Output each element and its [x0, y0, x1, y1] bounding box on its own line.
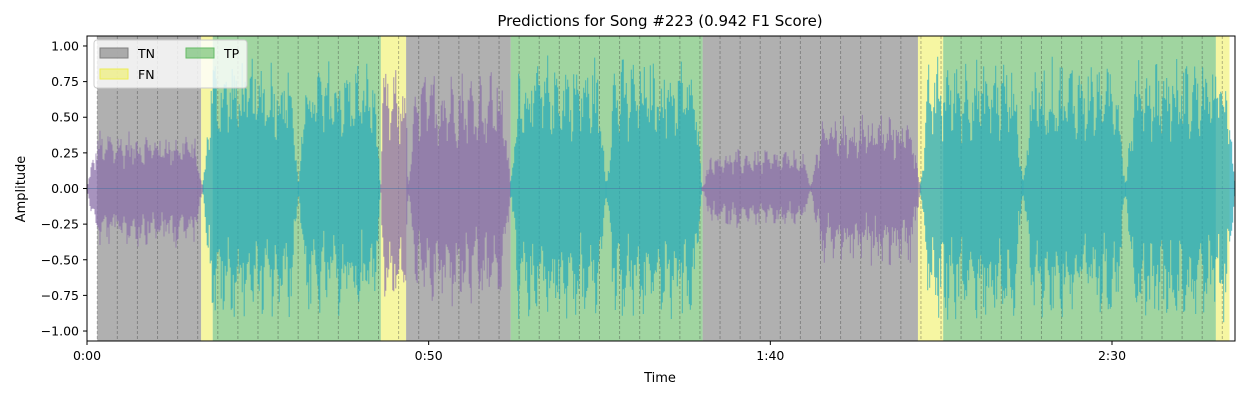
waveform-segment-1: [202, 58, 299, 317]
x-tick-label: 0:00: [73, 348, 101, 363]
y-tick-label: −0.75: [41, 288, 79, 303]
x-tick-label: 0:50: [415, 348, 443, 363]
waveform-segment-0: [87, 130, 204, 248]
legend-swatch-fn: [99, 68, 129, 80]
plot-inner: [87, 36, 1235, 341]
waveform-segment-11: [1125, 59, 1235, 323]
waveform-segment-5: [510, 55, 607, 319]
legend-label-tp: TP: [223, 46, 240, 61]
x-axis-label: Time: [643, 371, 676, 386]
x-tick-label: 1:40: [756, 348, 784, 363]
legend-swatch-tn: [99, 47, 129, 59]
x-axis-ticks: 0:00 0:50 1:40 2:30: [73, 341, 1126, 363]
x-tick-label: 2:30: [1098, 348, 1126, 363]
y-tick-label: −0.25: [41, 217, 79, 232]
y-axis-ticks: −1.00 −0.75 −0.50 −0.25 0.00 0.25 0.50 0.75 1.00: [41, 38, 87, 339]
legend: TN FN TP: [93, 39, 248, 89]
y-tick-label: 1.00: [51, 38, 79, 53]
y-tick-label: 0.75: [51, 74, 79, 89]
y-axis-label: Amplitude: [14, 156, 29, 223]
legend-label-fn: FN: [138, 67, 155, 82]
y-tick-label: −0.50: [41, 252, 79, 267]
chart-title: Predictions for Song #223 (0.942 F1 Scor…: [497, 12, 822, 30]
legend-swatch-tp: [185, 47, 215, 59]
waveform-segment-4: [407, 72, 511, 307]
legend-label-tn: TN: [137, 46, 155, 61]
y-tick-label: 0.00: [51, 181, 79, 196]
y-tick-label: 0.50: [51, 110, 79, 125]
plot-area: [86, 35, 1236, 342]
y-tick-label: −1.00: [41, 324, 79, 339]
y-tick-label: 0.25: [51, 145, 79, 160]
